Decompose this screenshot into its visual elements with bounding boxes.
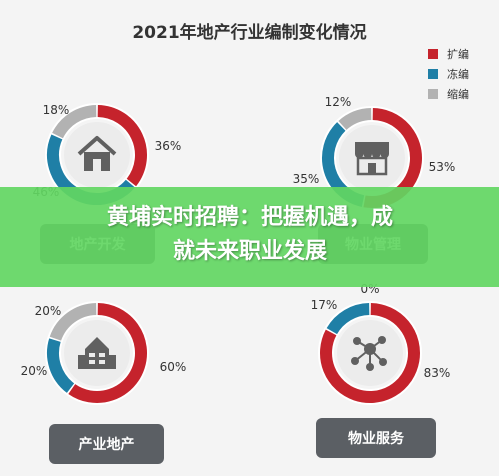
- donut-chart-3: 60% 20% 20% 产业地产: [21, 301, 187, 464]
- headline-banner: 黄埔实时招聘：把握机遇，成 就未来职业发展: [0, 187, 499, 287]
- donut-segment-扩编: [68, 303, 147, 403]
- value-label: 35%: [293, 172, 320, 186]
- value-label: 83%: [424, 366, 451, 380]
- building-wing-left: [78, 355, 85, 369]
- headline-text: 黄埔实时招聘：把握机遇，成 就未来职业发展: [40, 201, 460, 269]
- store-top: [355, 142, 389, 147]
- building-window: [89, 360, 95, 364]
- building-wing-right: [109, 355, 116, 369]
- building-window: [89, 353, 95, 357]
- legend-item-freeze: 冻编: [428, 64, 469, 84]
- store-awning-scallop: [363, 147, 372, 159]
- legend-swatch-freeze: [428, 69, 438, 79]
- legend-label-freeze: 冻编: [447, 68, 469, 81]
- store-awning-scallop: [380, 147, 389, 159]
- donut-segment-缩编: [49, 303, 97, 341]
- headline-line-1: 黄埔实时招聘：把握机遇，成: [106, 205, 393, 230]
- donut-chart-4: 83%17%0%物业服务: [311, 282, 451, 458]
- headline-line-2: 就未来职业发展: [172, 239, 327, 264]
- donut-segment-缩编: [52, 105, 97, 139]
- building-roof: [85, 337, 109, 349]
- legend-swatch-expand: [428, 49, 438, 59]
- store-awning-scallop: [355, 147, 364, 159]
- building-window: [99, 360, 105, 364]
- legend-label-expand: 扩编: [447, 48, 469, 61]
- value-label: 18%: [43, 103, 70, 117]
- store-awning-scallop: [372, 147, 381, 159]
- value-label: 20%: [21, 364, 48, 378]
- donut-segment-缩编: [338, 108, 372, 131]
- donut-segment-扩编: [97, 105, 147, 187]
- donut-segment-冻编: [326, 303, 370, 335]
- value-label: 36%: [155, 139, 182, 153]
- value-label: 60%: [160, 360, 187, 374]
- network-node: [364, 343, 376, 355]
- network-node: [353, 337, 361, 345]
- legend-label-shrink: 缩编: [447, 88, 469, 101]
- house-door: [93, 159, 101, 171]
- category-label: 产业地产: [79, 436, 135, 453]
- value-label: 53%: [429, 160, 456, 174]
- network-node: [378, 336, 386, 344]
- building-center: [85, 349, 109, 369]
- chart-title: 2021年地产行业编制变化情况: [132, 23, 367, 43]
- legend-item-expand: 扩编: [428, 44, 469, 64]
- network-node: [379, 358, 387, 366]
- donut-segment-冻编: [47, 338, 75, 393]
- legend-swatch-shrink: [428, 89, 438, 99]
- legend: 扩编 冻编 缩编: [428, 44, 469, 104]
- store-door: [368, 163, 376, 174]
- network-node: [366, 363, 374, 371]
- house-roof: [77, 136, 117, 156]
- donut-segment-扩编: [320, 303, 420, 403]
- network-node: [351, 357, 359, 365]
- legend-item-shrink: 缩编: [428, 84, 469, 104]
- building-window: [99, 353, 105, 357]
- category-label-box: [49, 424, 164, 464]
- value-label: 12%: [325, 95, 352, 109]
- category-label: 物业服务: [348, 430, 405, 447]
- value-label: 17%: [311, 298, 338, 312]
- category-label-box: [316, 418, 436, 458]
- value-label: 20%: [35, 304, 62, 318]
